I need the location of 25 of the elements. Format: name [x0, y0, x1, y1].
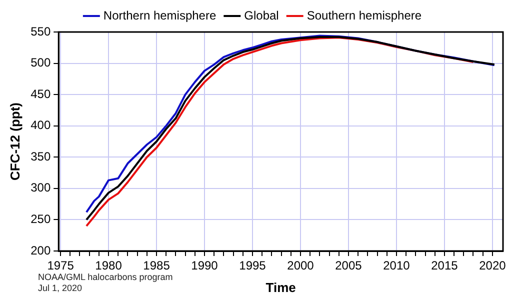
- x-axis-title: Time: [266, 280, 296, 295]
- y-tick-label: 300: [30, 180, 51, 195]
- y-tick-label: 350: [30, 149, 51, 164]
- x-tick-label: 2000: [287, 258, 314, 273]
- x-tick-label: 1990: [191, 258, 218, 273]
- x-tick-label: 1975: [47, 258, 74, 273]
- y-axis-title: CFC-12 (ppt): [7, 102, 22, 180]
- x-tick-label: 2010: [383, 258, 410, 273]
- x-tick-label: 1980: [95, 258, 122, 273]
- x-tick-label: 2005: [335, 258, 362, 273]
- legend-label: Northern hemisphere: [103, 8, 216, 22]
- y-tick-label: 200: [30, 243, 51, 258]
- x-tick-label: 2015: [431, 258, 458, 273]
- y-tick-label: 550: [30, 24, 51, 38]
- legend-label: Global: [244, 8, 279, 22]
- y-tick-label: 450: [30, 86, 51, 101]
- x-tick-label: 1985: [143, 258, 170, 273]
- x-tick-label: 2020: [479, 258, 506, 273]
- x-tick-label: 1995: [239, 258, 266, 273]
- y-tick-label: 500: [30, 56, 51, 70]
- text: Jul 1, 2020: [38, 283, 84, 294]
- y-tick-label: 400: [30, 118, 51, 132]
- legend-label: Southern hemisphere: [306, 8, 422, 22]
- text: NOAA/GML halocarbons program: [38, 272, 173, 283]
- y-tick-label: 250: [30, 212, 51, 226]
